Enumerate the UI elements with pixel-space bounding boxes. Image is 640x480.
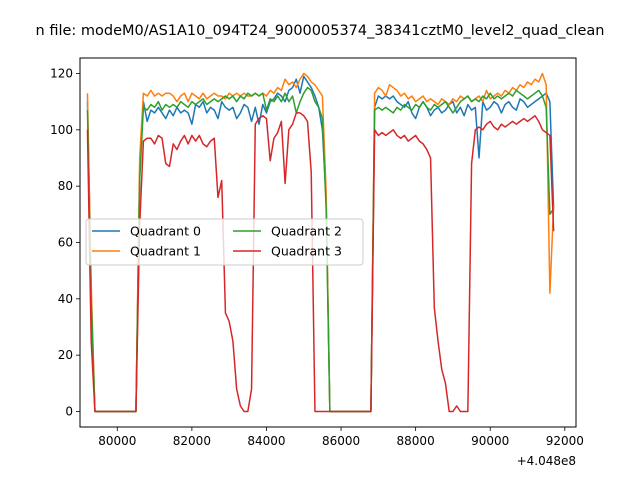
- x-tick-label: 92000: [546, 434, 584, 448]
- series-line-quadrant-2: [86, 86, 555, 413]
- legend: Quadrant 0 Quadrant 1 Quadrant 2 Quadrant 3: [85, 218, 364, 266]
- x-tick-label: 90000: [471, 434, 509, 448]
- chart-title: n file: modeM0/AS1A10_094T24_9000005374_…: [36, 23, 605, 39]
- x-tick-label: 84000: [247, 434, 285, 448]
- legend-label-quadrant-3: Quadrant 3: [271, 244, 342, 259]
- x-axis-offset-label: +4.048e8: [517, 454, 576, 468]
- y-tick-label: 80: [58, 179, 73, 193]
- legend-label-quadrant-1: Quadrant 1: [130, 244, 201, 259]
- x-tick-label: 80000: [98, 434, 136, 448]
- y-tick-label: 40: [58, 292, 73, 306]
- y-tick-label: 120: [50, 66, 73, 80]
- series-line-quadrant-1: [86, 72, 555, 413]
- y-tick-label: 100: [50, 123, 73, 137]
- legend-box: [85, 218, 364, 266]
- series-line-quadrant-3: [86, 112, 555, 413]
- y-tick-label: 0: [65, 405, 73, 419]
- y-axis: 0 20 40 60 80 100 120: [50, 66, 80, 419]
- x-tick-label: 86000: [322, 434, 360, 448]
- x-tick-label: 88000: [397, 434, 435, 448]
- x-tick-label: 82000: [173, 434, 211, 448]
- series-line-quadrant-0: [86, 75, 555, 413]
- legend-label-quadrant-0: Quadrant 0: [130, 224, 201, 239]
- legend-label-quadrant-2: Quadrant 2: [271, 224, 342, 239]
- y-tick-label: 60: [58, 236, 73, 250]
- y-tick-label: 20: [58, 348, 73, 362]
- series-layer: [86, 72, 555, 413]
- x-axis: 80000 82000 84000 86000 88000 90000 92000: [98, 427, 584, 448]
